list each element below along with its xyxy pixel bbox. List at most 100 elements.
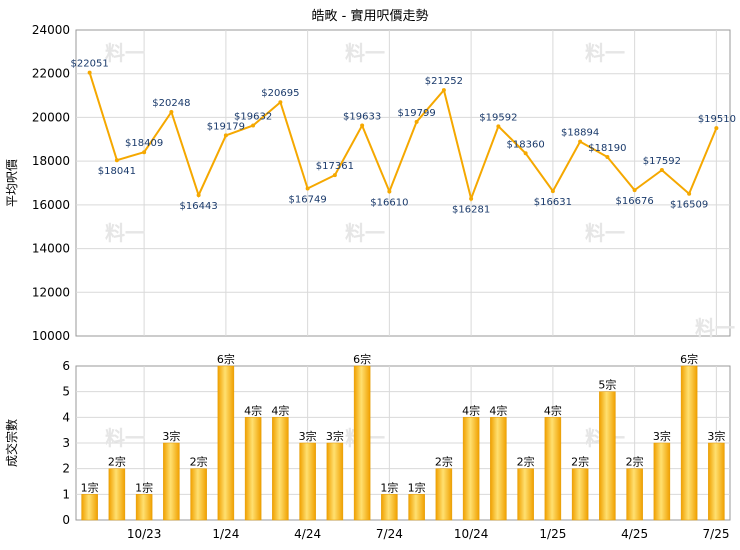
price-data-label: $16631 <box>534 197 572 208</box>
volume-bar <box>517 468 534 521</box>
volume-data-label: 4宗 <box>462 403 480 417</box>
price-data-label: $18190 <box>588 143 626 154</box>
volume-data-label: 2宗 <box>571 455 589 469</box>
volume-data-label: 2宗 <box>108 455 126 469</box>
price-data-label: $19592 <box>479 112 517 123</box>
price-data-label: $19510 <box>698 114 736 125</box>
watermark-mark: 料一 <box>105 426 145 450</box>
price-point <box>659 168 664 173</box>
price-y-axis-ticks: 10000 12000 14000 16000 18000 20000 22000 24000 <box>32 23 70 343</box>
volume-y-tick-label: 6 <box>62 359 70 373</box>
volume-data-label: 3宗 <box>162 429 180 443</box>
price-data-label: $18409 <box>125 138 163 149</box>
price-point <box>414 119 419 124</box>
volume-data-label: 6宗 <box>217 352 235 366</box>
volume-bar <box>462 417 480 521</box>
volume-data-label: 3宗 <box>707 429 725 443</box>
price-y-tick-label: 12000 <box>32 285 70 299</box>
price-data-label: $19799 <box>398 108 436 119</box>
volume-data-label: 3宗 <box>653 429 671 443</box>
volume-bar <box>108 468 126 521</box>
x-tick-label: 1/24 <box>212 527 239 541</box>
price-point <box>687 191 692 196</box>
price-point <box>169 110 174 115</box>
chart-title: 皓畋 - 實用呎價走勢 <box>312 8 429 24</box>
volume-y-axis-label: 成交宗數 <box>4 419 19 467</box>
volume-bar <box>544 417 562 521</box>
watermark-mark: 料一 <box>105 221 145 245</box>
volume-bar <box>490 417 507 521</box>
volume-data-label: 1宗 <box>135 480 153 494</box>
price-point <box>278 100 283 105</box>
price-point <box>523 151 528 156</box>
price-point <box>714 126 719 131</box>
price-point <box>87 70 92 75</box>
volume-bar <box>381 494 398 521</box>
volume-data-label: 4宗 <box>544 403 562 417</box>
price-y-tick-label: 20000 <box>32 110 70 124</box>
price-point <box>196 193 201 198</box>
price-data-label: $21252 <box>425 76 463 87</box>
price-data-label: $16676 <box>616 196 654 207</box>
price-point <box>605 154 610 159</box>
x-tick-label: 10/24 <box>454 527 489 541</box>
volume-y-tick-label: 3 <box>62 436 70 450</box>
price-panel: 10000 12000 14000 16000 18000 20000 22000 24000… <box>5 23 736 343</box>
x-tick-label: 4/25 <box>621 527 648 541</box>
volume-y-tick-label: 1 <box>62 487 70 501</box>
price-point <box>578 139 583 144</box>
price-point <box>469 196 474 201</box>
volume-data-label: 3宗 <box>326 429 344 443</box>
volume-bar <box>244 417 262 521</box>
volume-bar <box>272 417 289 521</box>
price-data-label: $19633 <box>343 111 381 122</box>
price-y-tick-label: 10000 <box>32 329 70 343</box>
price-data-label: $20695 <box>261 88 299 99</box>
watermark-mark: 料一 <box>695 316 735 340</box>
volume-data-labels: 1宗 2宗 1宗 3宗 2宗 6宗 4宗 4宗 3宗 3宗 6宗 1宗 1宗 2宗 4宗 4宗 2宗 4宗 2宗 5宗… <box>81 352 726 494</box>
volume-bar <box>353 365 371 521</box>
volume-bar <box>708 442 725 521</box>
x-tick-label: 7/24 <box>376 527 403 541</box>
volume-bar <box>299 442 316 521</box>
watermark-mark: 料一 <box>345 221 385 245</box>
volume-bars <box>81 365 725 521</box>
price-point <box>142 150 147 155</box>
price-data-label: $16749 <box>289 194 327 205</box>
x-tick-label: 1/25 <box>539 527 566 541</box>
volume-data-label: 2宗 <box>435 455 453 469</box>
price-gridlines <box>76 30 730 336</box>
volume-y-tick-label: 0 <box>62 513 70 527</box>
volume-bar <box>326 442 344 521</box>
x-axis-ticks: 10/23 1/24 4/24 7/24 10/24 1/25 4/25 7/25 <box>127 527 730 541</box>
volume-data-label: 6宗 <box>680 352 698 366</box>
volume-data-label: 4宗 <box>489 403 507 417</box>
volume-y-tick-label: 4 <box>62 410 70 424</box>
price-data-label: $16443 <box>180 201 218 212</box>
price-data-label: $17361 <box>316 161 354 172</box>
volume-data-label: 1宗 <box>81 480 99 494</box>
volume-bar <box>163 442 180 521</box>
volume-bar <box>81 494 98 521</box>
price-y-tick-label: 16000 <box>32 198 70 212</box>
price-y-axis-label: 平均呎價 <box>5 159 19 207</box>
price-data-label: $18360 <box>507 139 545 150</box>
watermark-mark: 料一 <box>585 221 625 245</box>
price-data-label: $16509 <box>670 200 708 211</box>
price-y-tick-label: 14000 <box>32 242 70 256</box>
price-y-tick-label: 24000 <box>32 23 70 37</box>
price-point <box>441 88 446 93</box>
volume-bar <box>435 468 453 521</box>
price-data-label: $22051 <box>71 59 109 70</box>
price-plot-frame <box>75 29 731 337</box>
price-data-label: $19632 <box>234 111 272 122</box>
price-point <box>305 186 310 191</box>
volume-bar <box>190 468 207 521</box>
volume-bar <box>571 468 589 521</box>
price-data-labels: $22051$18041$18409$20248$16443$19179$196… <box>71 59 736 216</box>
volume-data-label: 1宗 <box>380 480 398 494</box>
price-data-label: $20248 <box>152 98 190 109</box>
volume-data-label: 5宗 <box>598 378 616 392</box>
price-point <box>251 123 256 128</box>
